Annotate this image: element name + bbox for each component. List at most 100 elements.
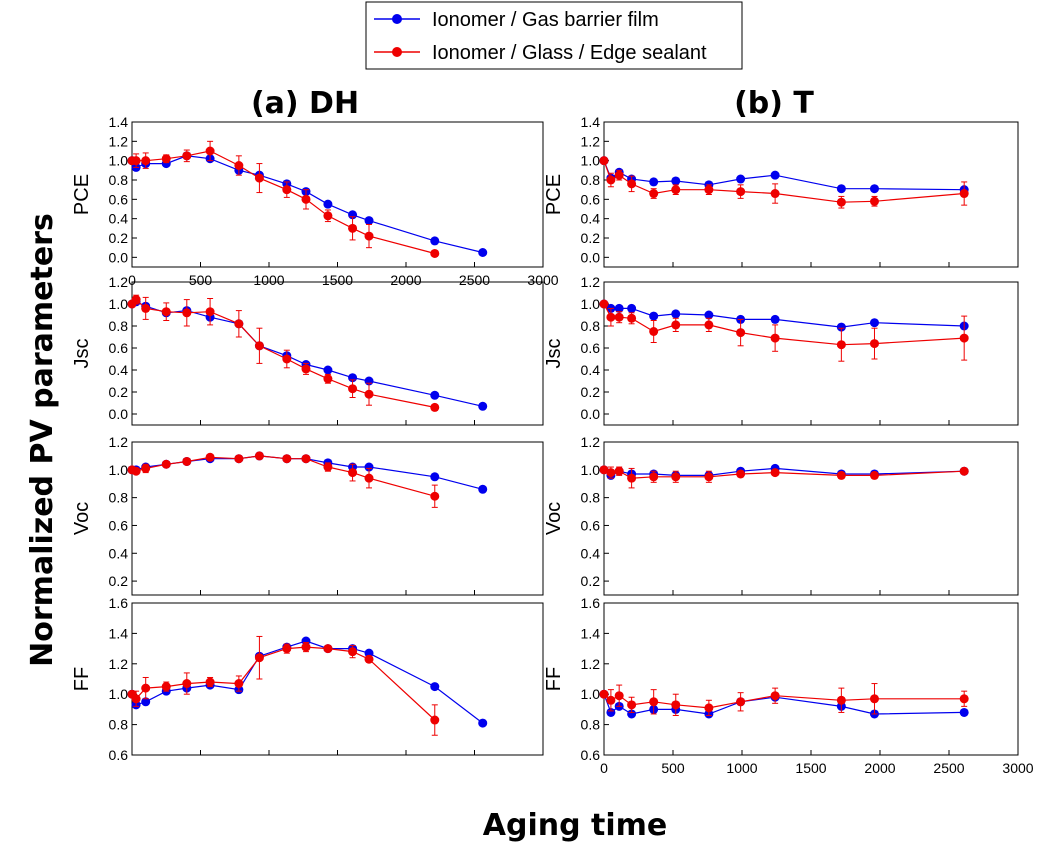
subplot-ff-dh: 0.6 0.8 1.0 1.2 1.4 1.6 FF: [71, 595, 544, 763]
y-tick-label-ff-dh-3: 1.2: [109, 656, 129, 672]
data-point-ff-dh-edge-sealant-1: [131, 694, 141, 704]
data-point-pce-dh-edge-sealant-7: [254, 173, 264, 183]
y-tick-label-jsc-dh-6: 1.2: [109, 274, 129, 290]
data-point-voc-dh-gas-barrier-13: [430, 472, 440, 482]
x-tick-label-ff-t-6: 3000: [1002, 760, 1033, 776]
data-point-ff-t-edge-sealant-8: [770, 691, 780, 701]
data-point-pce-dh-edge-sealant-12: [364, 231, 374, 241]
data-point-voc-t-edge-sealant-11: [959, 466, 969, 476]
axes-frame-ff-t: [603, 602, 1019, 756]
data-point-ff-dh-edge-sealant-11: [348, 647, 358, 657]
series-line-pce-dh-edge-sealant: [132, 150, 435, 255]
data-point-jsc-dh-gas-barrier-13: [430, 390, 440, 400]
y-tick-label-voc-dh-0: 0.2: [109, 573, 129, 589]
y-tick-label-pce-t-3: 0.6: [581, 191, 601, 207]
data-point-voc-dh-edge-sealant-3: [161, 459, 171, 469]
data-point-voc-dh-edge-sealant-10: [323, 462, 333, 472]
y-tick-label-voc-t-2: 0.6: [581, 517, 601, 533]
data-point-jsc-t-edge-sealant-5: [671, 320, 681, 330]
y-tick-label-pce-t-2: 0.4: [581, 211, 601, 227]
y-tick-label-pce-dh-4: 0.8: [109, 172, 129, 188]
data-point-pce-dh-edge-sealant-13: [430, 248, 440, 258]
data-point-jsc-dh-gas-barrier-10: [323, 365, 333, 375]
series-line-jsc-dh-gas-barrier: [131, 301, 483, 407]
data-point-ff-dh-edge-sealant-12: [364, 654, 374, 664]
data-point-pce-dh-edge-sealant-4: [182, 151, 192, 161]
data-point-jsc-dh-edge-sealant-13: [430, 402, 440, 412]
data-point-pce-t-gas-barrier-8: [770, 170, 780, 180]
y-tick-label-jsc-t-2: 0.4: [581, 362, 601, 378]
y-tick-label-ff-t-3: 1.2: [581, 656, 601, 672]
data-point-pce-t-gas-barrier-10: [869, 184, 879, 194]
y-axis-label-jsc-t: Jsc: [543, 339, 565, 369]
axes-frame-ff-dh: [131, 602, 544, 756]
data-point-ff-dh-edge-sealant-5: [205, 677, 215, 687]
y-axis-label-voc-t: Voc: [543, 502, 565, 535]
data-point-jsc-dh-edge-sealant-12: [364, 389, 374, 399]
data-point-ff-t-edge-sealant-11: [959, 694, 969, 704]
data-point-pce-t-gas-barrier-7: [736, 174, 746, 184]
legend-label-gas-barrier: Ionomer / Gas barrier film: [432, 9, 659, 31]
data-point-pce-t-gas-barrier-4: [649, 177, 659, 187]
data-point-pce-t-gas-barrier-5: [671, 176, 681, 186]
y-tick-label-pce-dh-0: 0.0: [109, 249, 129, 265]
y-tick-label-jsc-dh-4: 0.8: [109, 318, 129, 334]
data-point-jsc-dh-edge-sealant-1: [131, 295, 141, 305]
y-tick-label-jsc-dh-1: 0.2: [109, 384, 129, 400]
series-line-pce-t-gas-barrier: [603, 160, 965, 191]
data-point-jsc-t-gas-barrier-4: [649, 311, 659, 321]
y-tick-label-jsc-t-4: 0.8: [581, 318, 601, 334]
data-point-pce-dh-edge-sealant-10: [323, 211, 333, 221]
legend-label-edge-sealant: Ionomer / Glass / Edge sealant: [432, 42, 707, 64]
data-point-pce-t-edge-sealant-6: [704, 185, 714, 195]
data-point-jsc-dh-edge-sealant-10: [323, 374, 333, 384]
y-tick-label-pce-dh-1: 0.2: [109, 230, 129, 246]
global-y-axis-label: Normalized PV parameters: [25, 213, 60, 667]
y-tick-label-pce-dh-3: 0.6: [109, 191, 129, 207]
axes-frame-jsc-t: [603, 281, 1019, 426]
subplot-voc-dh: 0.2 0.4 0.6 0.8 1.0 1.2 Voc: [71, 434, 544, 596]
data-point-pce-dh-edge-sealant-2: [141, 156, 151, 166]
y-tick-label-ff-t-2: 1.0: [581, 686, 601, 702]
data-point-voc-dh-gas-barrier-12: [364, 462, 374, 472]
y-axis-label-ff-dh: FF: [71, 667, 93, 691]
data-point-voc-dh-edge-sealant-1: [131, 466, 141, 476]
y-tick-label-voc-t-0: 0.2: [581, 573, 601, 589]
subplot-pce-dh: 0.0 0.2 0.4 0.6 0.8 1.0 1.2 1.4 0 500 1000 1500 2000…: [71, 114, 559, 288]
data-point-pce-dh-edge-sealant-8: [282, 185, 292, 195]
data-point-jsc-t-edge-sealant-4: [649, 327, 659, 336]
y-tick-label-jsc-dh-5: 1.0: [109, 296, 129, 312]
data-point-ff-t-edge-sealant-7: [736, 697, 746, 707]
data-point-voc-t-edge-sealant-2: [614, 466, 624, 476]
data-point-ff-dh-edge-sealant-2: [141, 683, 151, 693]
y-tick-label-ff-dh-0: 0.6: [109, 747, 129, 763]
data-point-voc-t-edge-sealant-6: [704, 472, 714, 482]
data-point-voc-dh-edge-sealant-13: [430, 491, 440, 501]
data-point-jsc-t-gas-barrier-10: [869, 318, 879, 328]
data-point-pce-t-edge-sealant-9: [836, 197, 846, 207]
y-tick-label-pce-t-1: 0.2: [581, 230, 601, 246]
data-point-pce-dh-gas-barrier-13: [430, 236, 440, 246]
data-point-jsc-t-gas-barrier-3: [627, 303, 637, 313]
data-point-jsc-dh-edge-sealant-5: [205, 307, 215, 317]
data-point-jsc-t-edge-sealant-2: [614, 312, 624, 322]
data-point-voc-t-edge-sealant-1: [606, 468, 616, 478]
data-point-ff-dh-gas-barrier-13: [430, 682, 440, 692]
y-tick-label-jsc-t-3: 0.6: [581, 340, 601, 356]
data-point-ff-dh-edge-sealant-3: [161, 682, 171, 692]
data-point-ff-dh-edge-sealant-8: [282, 644, 292, 654]
y-tick-label-ff-t-1: 0.8: [581, 717, 601, 733]
data-point-ff-t-edge-sealant-6: [704, 703, 714, 713]
series-line-ff-dh-edge-sealant: [131, 646, 436, 721]
y-tick-label-jsc-t-0: 0.0: [581, 406, 601, 422]
data-point-ff-t-edge-sealant-4: [649, 697, 659, 707]
data-point-pce-dh-edge-sealant-1: [131, 156, 141, 166]
data-point-ff-dh-edge-sealant-13: [430, 715, 440, 725]
data-point-voc-dh-edge-sealant-8: [282, 454, 292, 464]
data-point-pce-t-gas-barrier-9: [836, 184, 846, 194]
x-tick-label-ff-t-0: 0: [600, 760, 608, 776]
x-tick-label-pce-dh-5: 2500: [459, 272, 490, 288]
series-line-voc-dh-edge-sealant: [131, 455, 435, 497]
data-point-voc-dh-edge-sealant-5: [205, 452, 215, 462]
data-point-jsc-dh-edge-sealant-9: [301, 364, 311, 374]
